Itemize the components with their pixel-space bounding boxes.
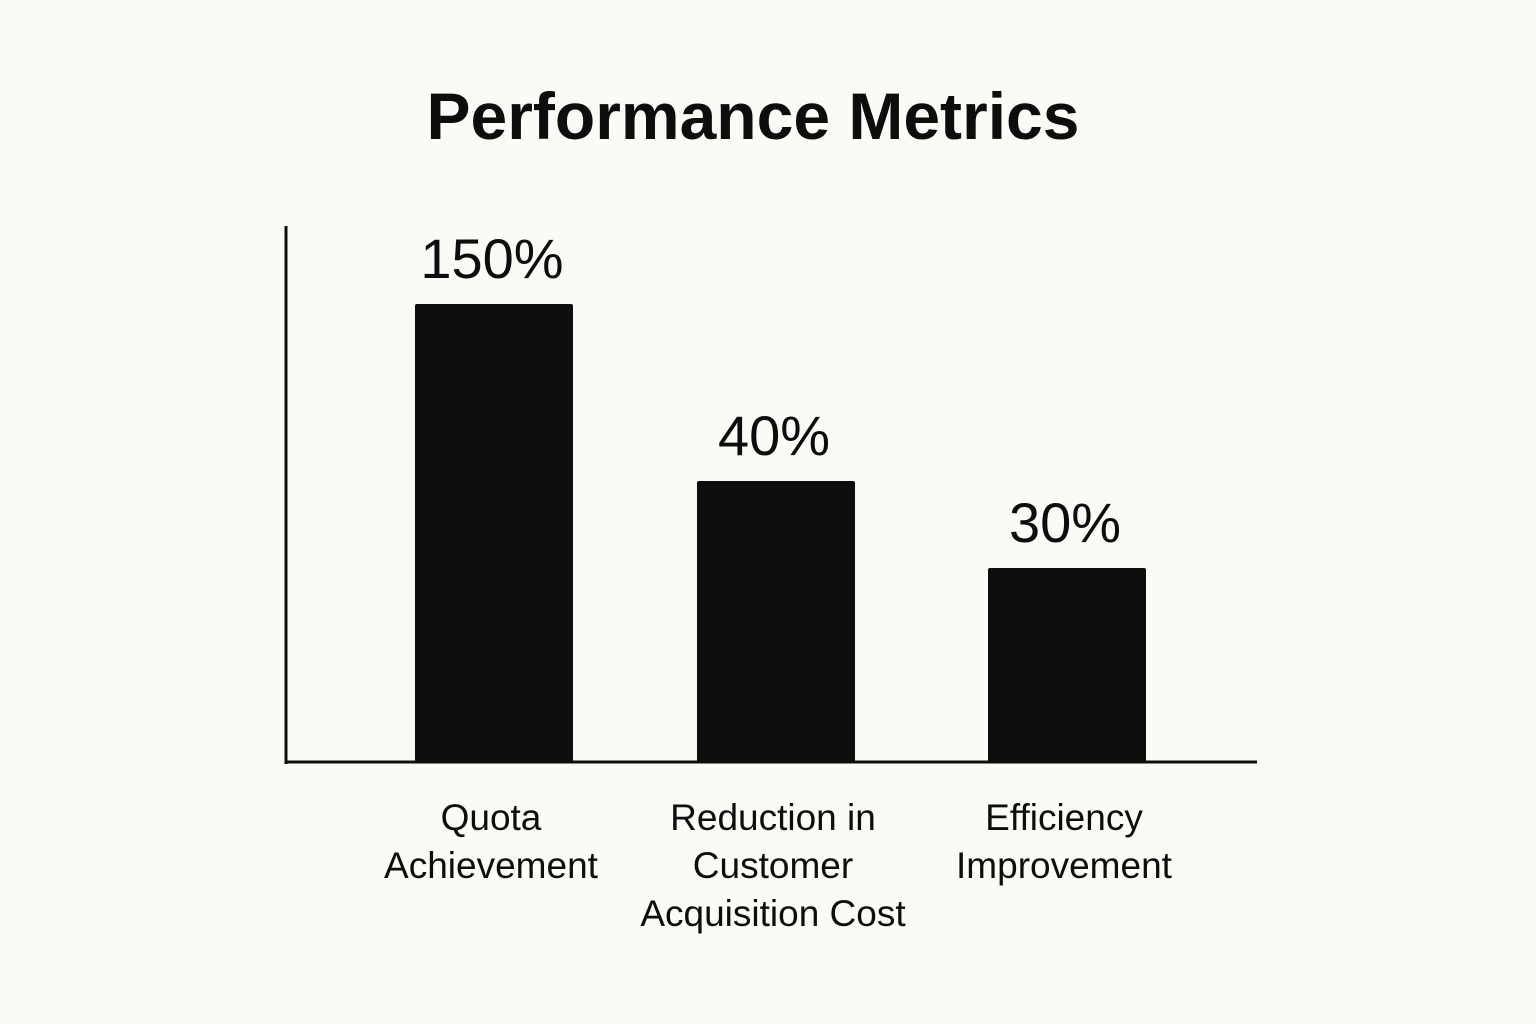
category-tick-label: Quota Achievement (384, 797, 599, 886)
category-tick-label: Reduction in Customer Acquisition Cost (640, 797, 906, 934)
category-tick-label-line: Improvement (956, 845, 1173, 886)
category-tick-label-line: Reduction in (670, 797, 876, 838)
category-tick-label-line: Customer (693, 845, 853, 886)
bar (415, 304, 573, 762)
category-tick-label-line: Acquisition Cost (640, 893, 906, 934)
chart-title: Performance Metrics (427, 79, 1080, 153)
bar-value-label: 30% (1009, 491, 1121, 554)
bar-value-label: 150% (420, 227, 563, 290)
bar (697, 481, 855, 762)
category-tick-label-line: Achievement (384, 845, 599, 886)
category-tick-label: Efficiency Improvement (956, 797, 1173, 886)
bar-value-label: 40% (718, 404, 830, 467)
bar (988, 568, 1146, 762)
category-tick-label-line: Quota (441, 797, 542, 838)
category-tick-label-line: Efficiency (985, 797, 1143, 838)
labels-layer: 150% Quota Achievement 40% Reduction in Custo… (384, 227, 1173, 934)
bars-layer (415, 304, 1146, 762)
